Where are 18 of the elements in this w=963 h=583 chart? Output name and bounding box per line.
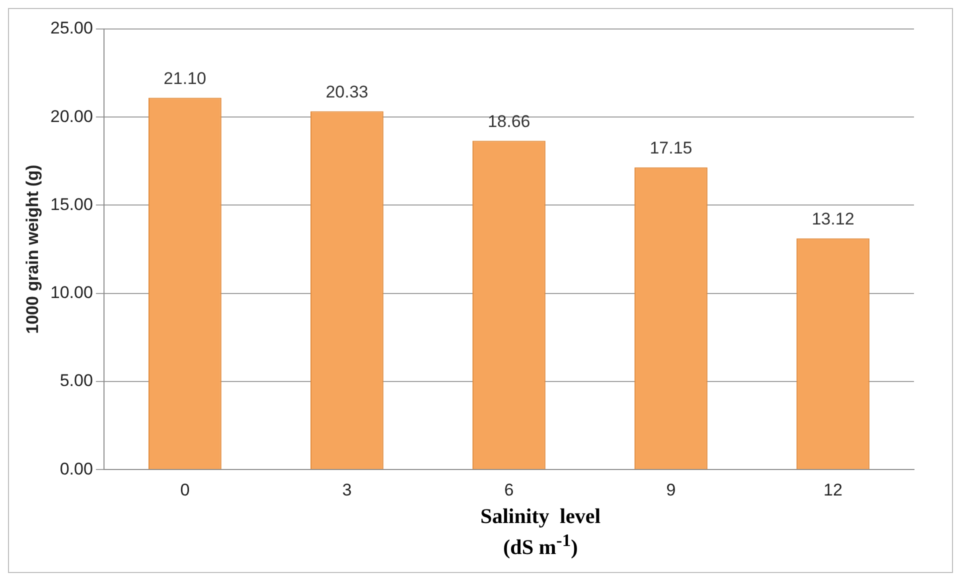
x-tick-label: 9 bbox=[666, 480, 676, 500]
y-tick-label: 10.00 bbox=[50, 283, 93, 302]
y-tick-label: 20.00 bbox=[50, 106, 93, 126]
data-label: 21.10 bbox=[164, 68, 206, 88]
y-axis-title: 1000 grain weight (g) bbox=[22, 164, 42, 334]
x-tick-label: 12 bbox=[824, 480, 842, 500]
x-tick-label: 0 bbox=[180, 480, 190, 500]
data-label: 20.33 bbox=[326, 82, 368, 102]
data-label: 18.66 bbox=[488, 112, 530, 131]
y-tick-label: 5.00 bbox=[60, 371, 93, 390]
x-tick-label: 3 bbox=[342, 480, 352, 500]
x-axis-title: Salinity level (dS m$^{-1}$) bbox=[479, 504, 602, 559]
y-tick-label: 15.00 bbox=[50, 194, 93, 214]
y-tick-label: 25.00 bbox=[50, 18, 93, 38]
x-tick-label: 6 bbox=[504, 480, 514, 500]
y-tick-label: 0.00 bbox=[60, 459, 93, 478]
data-label: 17.15 bbox=[650, 138, 692, 158]
data-label: 13.12 bbox=[812, 210, 854, 229]
